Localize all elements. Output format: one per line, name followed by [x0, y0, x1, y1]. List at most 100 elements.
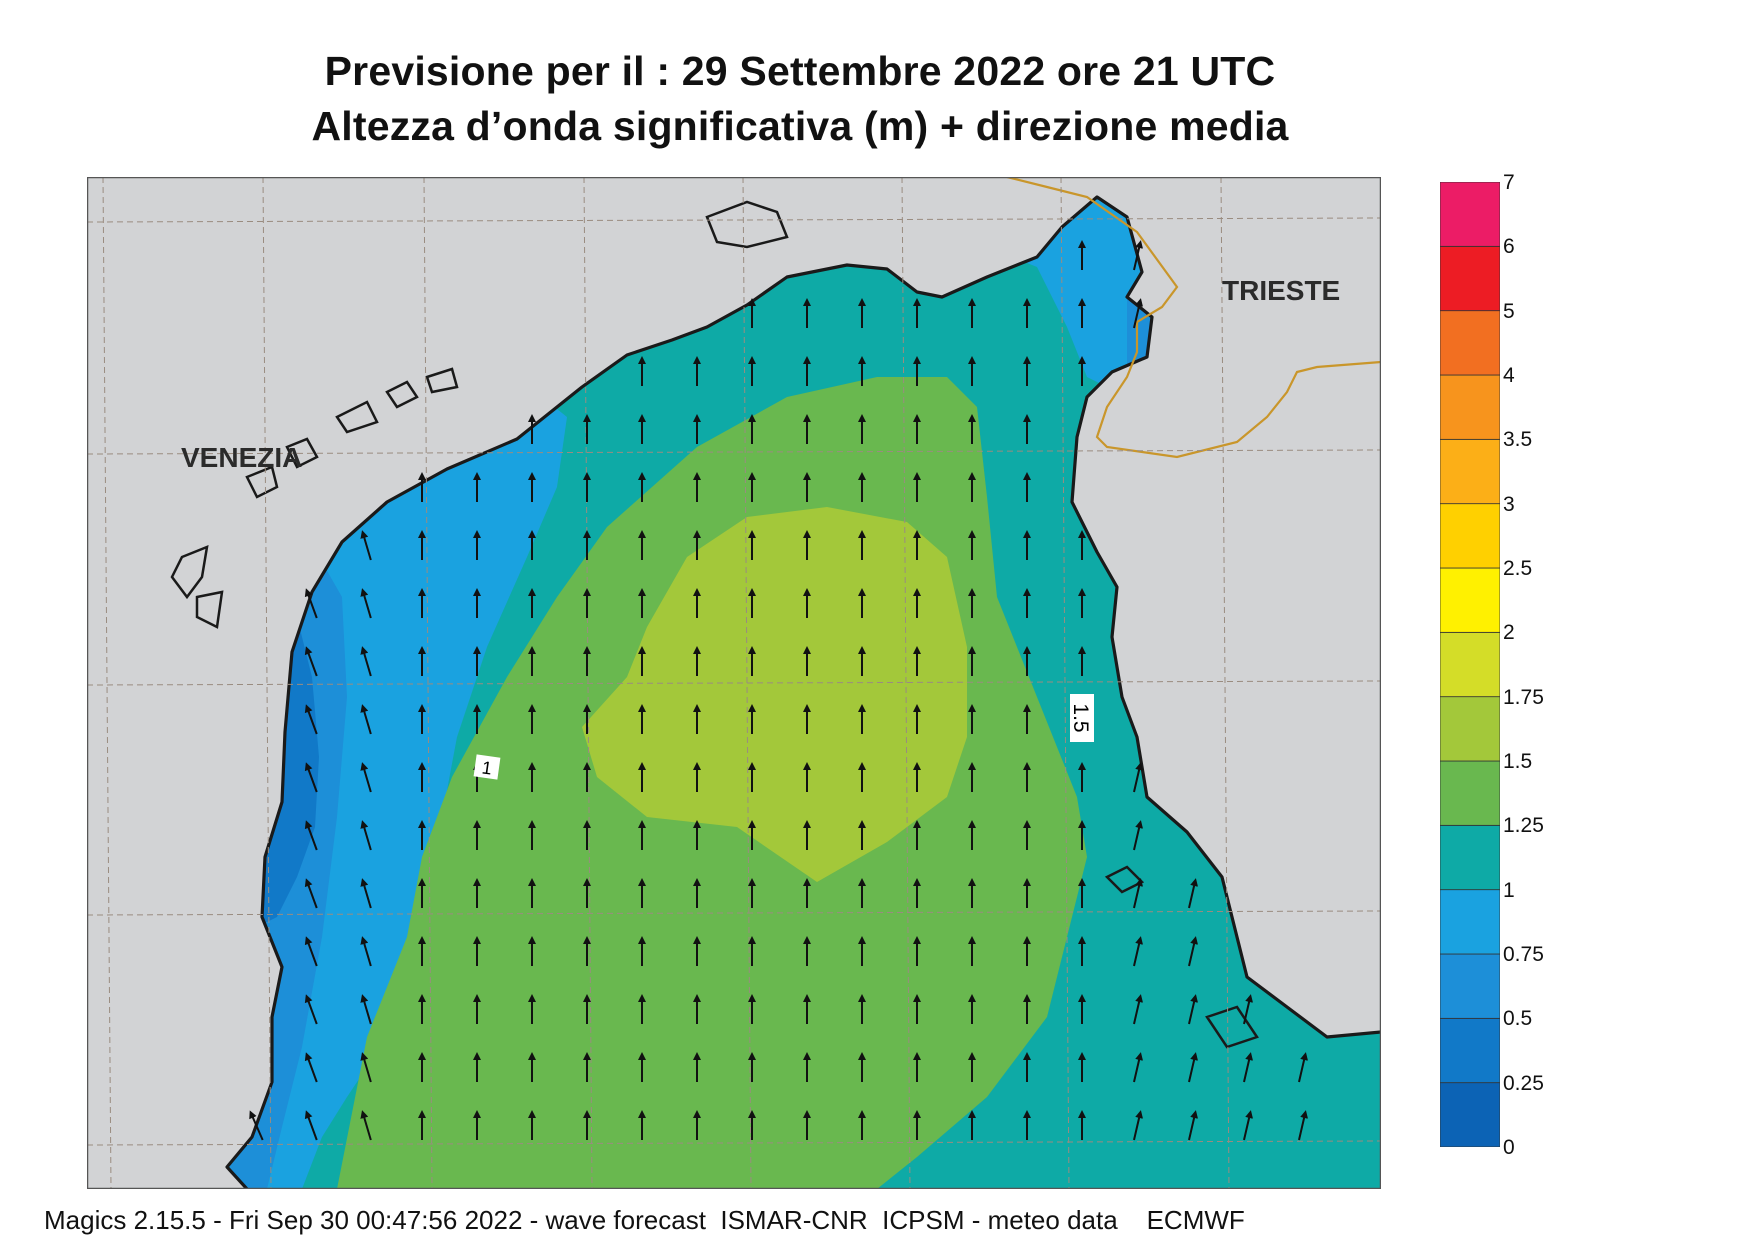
- colorbar-tick-label: 3.5: [1503, 428, 1533, 452]
- colorbar-tick-label: 1.5: [1503, 750, 1533, 773]
- wave-direction-arrow: [360, 936, 372, 967]
- colorbar-tick-label: 0: [1503, 1136, 1515, 1159]
- meridian-line: [1060, 176, 1070, 1190]
- sea-area-1.5-1.75: [582, 507, 967, 882]
- city-label-venezia: VENEZIA: [181, 442, 302, 473]
- colorbar-box: [1440, 1082, 1500, 1147]
- contour-label-1: 1: [473, 754, 501, 780]
- colorbar-tick-label: 2: [1503, 621, 1515, 645]
- colorbar: [1440, 182, 1500, 1147]
- wave-direction-arrow: [360, 820, 372, 851]
- parallel-line: [86, 449, 1382, 455]
- wave-map: 1 1.5 VENEZIA TRIESTE: [86, 175, 1382, 1191]
- wave-direction-arrows: [249, 240, 1308, 1141]
- wave-direction-arrow: [360, 530, 372, 561]
- colorbar-box: [1440, 631, 1500, 698]
- meridian-line: [901, 176, 911, 1190]
- colorbar-tick-label: 1: [1503, 878, 1515, 902]
- wave-direction-arrow: [360, 1052, 372, 1083]
- wave-direction-arrow: [360, 878, 372, 909]
- title-line-2: Altezza d’onda significativa (m) + direz…: [311, 103, 1289, 149]
- wave-direction-arrow: [360, 994, 372, 1025]
- wave-direction-arrow: [304, 588, 318, 619]
- wave-direction-arrow: [360, 1110, 372, 1141]
- colorbar-tick-label: 6: [1503, 235, 1515, 259]
- colorbar-tick-label: 3: [1503, 492, 1515, 516]
- wave-direction-arrow: [1133, 240, 1143, 271]
- colorbar-box: [1440, 245, 1500, 312]
- colorbar-box: [1440, 438, 1500, 505]
- wave-direction-arrow: [360, 762, 372, 793]
- wave-direction-arrow: [304, 878, 318, 909]
- colorbar-tick-label: 0.5: [1503, 1007, 1533, 1031]
- meridian-line: [102, 176, 112, 1190]
- parallel-line: [86, 680, 1382, 686]
- wave-direction-arrow: [304, 704, 318, 735]
- colorbar-box: [1440, 374, 1500, 440]
- national-border: [1006, 175, 1382, 459]
- meridian-line: [262, 176, 272, 1190]
- colorbar-tick-label: 4: [1503, 364, 1515, 387]
- wave-direction-arrow: [304, 646, 318, 677]
- title-line-1: Previsione per il : 29 Settembre 2022 or…: [324, 48, 1276, 94]
- meridian-line: [423, 176, 433, 1190]
- wave-direction-arrow: [304, 762, 318, 793]
- wave-direction-arrow: [1133, 762, 1143, 793]
- wave-direction-arrow: [1133, 936, 1143, 967]
- colorbar-box: [1440, 953, 1500, 1019]
- colorbar-tick-label: 0.75: [1503, 943, 1544, 966]
- colorbar-tick-label: 7: [1503, 171, 1515, 194]
- colorbar-box: [1440, 889, 1500, 955]
- wave-direction-arrow: [304, 1110, 318, 1141]
- wave-direction-arrow: [1188, 1052, 1198, 1083]
- wave-direction-arrow: [360, 646, 372, 677]
- wave-direction-arrow: [1188, 936, 1198, 967]
- contour-label-1-text: 1: [481, 757, 494, 778]
- wave-direction-arrow: [1133, 1052, 1143, 1083]
- wave-direction-arrow: [1298, 1110, 1308, 1141]
- footer-credits: Magics 2.15.5 - Fri Sep 30 00:47:56 2022…: [44, 1205, 1245, 1235]
- wave-direction-arrow: [360, 588, 372, 619]
- coastline: [225, 195, 1382, 1191]
- wave-direction-arrow: [304, 936, 318, 967]
- wave-direction-arrow: [1188, 1110, 1198, 1141]
- wave-direction-arrow: [1298, 1052, 1308, 1083]
- wave-direction-arrow: [249, 1110, 264, 1141]
- colorbar-box: [1440, 1017, 1500, 1084]
- colorbar-tick-label: 1.75: [1503, 685, 1544, 709]
- colorbar-box: [1440, 182, 1500, 247]
- wave-direction-arrow: [1133, 298, 1143, 329]
- colorbar-box: [1440, 503, 1500, 569]
- wave-direction-arrow: [360, 704, 372, 735]
- contour-label-1.5: 1.5: [1069, 694, 1094, 742]
- parallel-line: [86, 217, 1382, 223]
- map-frame: [86, 176, 1382, 1190]
- wave-direction-arrow: [1133, 994, 1143, 1025]
- colorbar-tick-label: 2.5: [1503, 557, 1533, 580]
- meridian-line: [1220, 176, 1230, 1190]
- colorbar-tick-label: 0.25: [1503, 1071, 1544, 1095]
- meridian-line: [742, 176, 752, 1190]
- colorbar-box: [1440, 824, 1500, 891]
- colorbar-box: [1440, 760, 1500, 826]
- parallel-line: [86, 1140, 1382, 1146]
- graticule: [86, 176, 1382, 1190]
- wave-direction-arrow: [1243, 994, 1253, 1025]
- wave-direction-arrow: [304, 1052, 318, 1083]
- venice-lagoon-islands: [170, 200, 1259, 1049]
- wave-direction-arrow: [304, 820, 318, 851]
- contour-label-1.5-text: 1.5: [1069, 703, 1092, 732]
- city-label-trieste: TRIESTE: [1222, 275, 1340, 306]
- wave-direction-arrow: [1243, 1052, 1253, 1083]
- colorbar-box: [1440, 567, 1500, 633]
- wave-direction-arrow: [1243, 1110, 1253, 1141]
- wave-direction-arrow: [1133, 1110, 1143, 1141]
- wave-map-canvas: 1 1.5 VENEZIA TRIESTE: [86, 175, 1382, 1191]
- wave-direction-arrow: [1133, 878, 1143, 909]
- meridian-line: [583, 176, 593, 1190]
- colorbar-tick-label: 5: [1503, 299, 1515, 323]
- colorbar-box: [1440, 310, 1500, 376]
- colorbar-box: [1440, 696, 1500, 762]
- colorbar-tick-label: 1.25: [1503, 814, 1544, 838]
- wave-direction-arrow: [304, 994, 318, 1025]
